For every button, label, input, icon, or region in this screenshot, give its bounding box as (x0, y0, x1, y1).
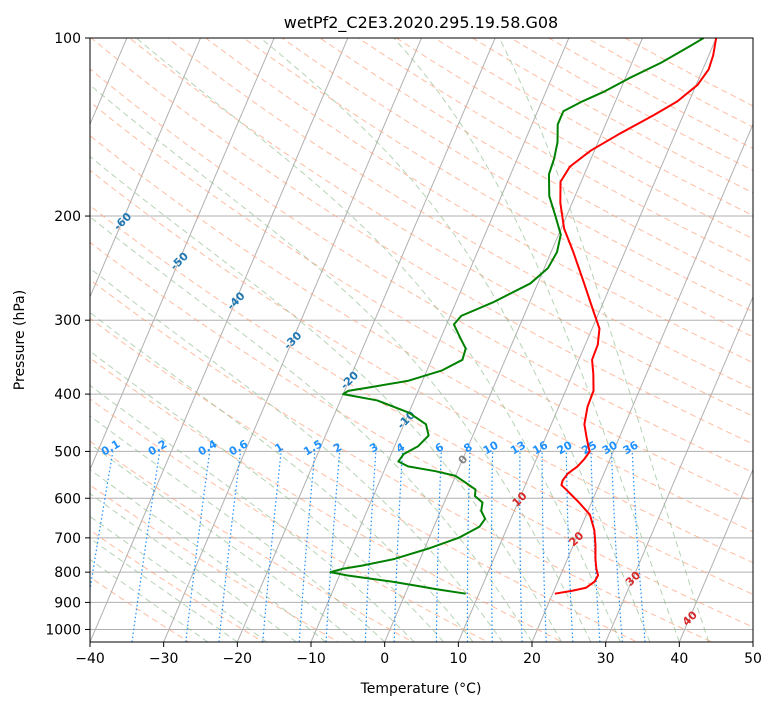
moist-adiabat-line (260, 38, 651, 642)
isotherm-line (457, 38, 717, 642)
moist-adiabat-line (393, 38, 680, 642)
mixing-ratio-line (218, 451, 242, 642)
moist-adiabat-line (90, 267, 503, 642)
isotherm-line (678, 468, 753, 642)
dry-adiabat-line (166, 38, 753, 390)
isotherm-line (90, 38, 349, 642)
dry-adiabat-line (90, 529, 265, 642)
plot-content: -100-90-80-70-60-50-40-30-20-10010203040… (90, 38, 753, 642)
chart-title: wetPf2_C2E3.2020.295.19.58.G08 (284, 13, 558, 33)
x-tick-label: 30 (597, 651, 615, 667)
isotherm-line (605, 295, 753, 642)
isotherm-line (531, 123, 753, 642)
moist-adiabat-line (90, 84, 592, 642)
dewpoint-profile-line (329, 38, 705, 595)
x-tick-label: 0 (380, 651, 389, 667)
y-tick-label: 800 (54, 565, 81, 581)
y-tick-label: 600 (54, 491, 81, 507)
dry-adiabat-lines (90, 38, 753, 642)
plot-frame (89, 37, 754, 643)
y-tick-label: 1000 (45, 622, 81, 638)
dry-adiabat-line (242, 38, 753, 338)
dry-adiabat-line (90, 317, 639, 642)
x-tick-label: −20 (223, 651, 253, 667)
isotherm-line (90, 38, 202, 299)
x-tick-label: 20 (523, 651, 541, 667)
isotherm-line (236, 38, 496, 642)
dry-adiabat-line (90, 205, 753, 595)
x-axis-ticks: −40 −30 −20 −10 0 10 20 30 40 50 (75, 642, 762, 667)
y-tick-label: 300 (54, 313, 81, 329)
x-tick-label: 10 (449, 651, 467, 667)
x-tick-label: −10 (296, 651, 326, 667)
y-tick-label: 200 (54, 209, 81, 225)
y-axis-ticks: 100 200 300 400 500 600 700 800 900 1000 (45, 31, 90, 638)
moist-adiabat-lines (90, 38, 710, 642)
dry-adiabat-line (90, 68, 753, 474)
isotherm-line (90, 38, 275, 471)
moist-adiabat-line (90, 493, 297, 642)
isotherm-line (310, 38, 570, 642)
mixing-ratio-line (131, 451, 161, 642)
moist-adiabat-line (90, 558, 209, 642)
temperature-profile-line (554, 38, 718, 595)
x-tick-label: 40 (670, 651, 688, 667)
dry-adiabat-line (90, 484, 340, 642)
dry-adiabat-line (90, 241, 753, 628)
y-tick-label: 100 (54, 31, 81, 47)
dry-adiabat-line (281, 38, 753, 313)
data-series (329, 38, 718, 595)
dry-adiabat-line (90, 279, 713, 642)
isotherm-line (90, 38, 128, 126)
x-tick-label: −40 (75, 651, 105, 667)
moist-adiabat-line (90, 515, 268, 642)
pressure-gridlines (90, 38, 753, 630)
plot-area (90, 38, 753, 642)
y-tick-label: 400 (54, 387, 81, 403)
dry-adiabat-line (90, 169, 753, 564)
mixing-ratio-line (90, 451, 114, 594)
moist-adiabat-line (90, 384, 415, 642)
dry-adiabat-line (90, 357, 564, 642)
mixing-ratio-lines (90, 451, 646, 642)
moist-adiabat-line (498, 38, 710, 642)
dry-adiabat-line (90, 398, 489, 642)
moist-adiabat-line (90, 537, 238, 642)
moist-adiabat-line (90, 350, 444, 642)
y-axis-label: Pressure (hPa) (12, 290, 28, 390)
moist-adiabat-line (90, 311, 474, 642)
moist-adiabat-line (90, 155, 562, 642)
isotherm-line (384, 38, 644, 642)
moist-adiabat-line (90, 415, 386, 642)
moist-adiabat-line (90, 216, 533, 642)
y-tick-label: 700 (54, 531, 81, 547)
mixing-ratio-line (185, 451, 211, 642)
isotherm-lines (90, 38, 753, 642)
y-tick-label: 500 (54, 444, 81, 460)
isotherm-line (163, 38, 423, 642)
x-tick-label: −30 (149, 651, 179, 667)
x-axis-label: Temperature (°C) (360, 681, 482, 697)
x-tick-label: 50 (744, 651, 762, 667)
moist-adiabat-line (90, 468, 327, 642)
moist-adiabat-line (135, 38, 621, 642)
y-tick-label: 900 (54, 595, 81, 611)
